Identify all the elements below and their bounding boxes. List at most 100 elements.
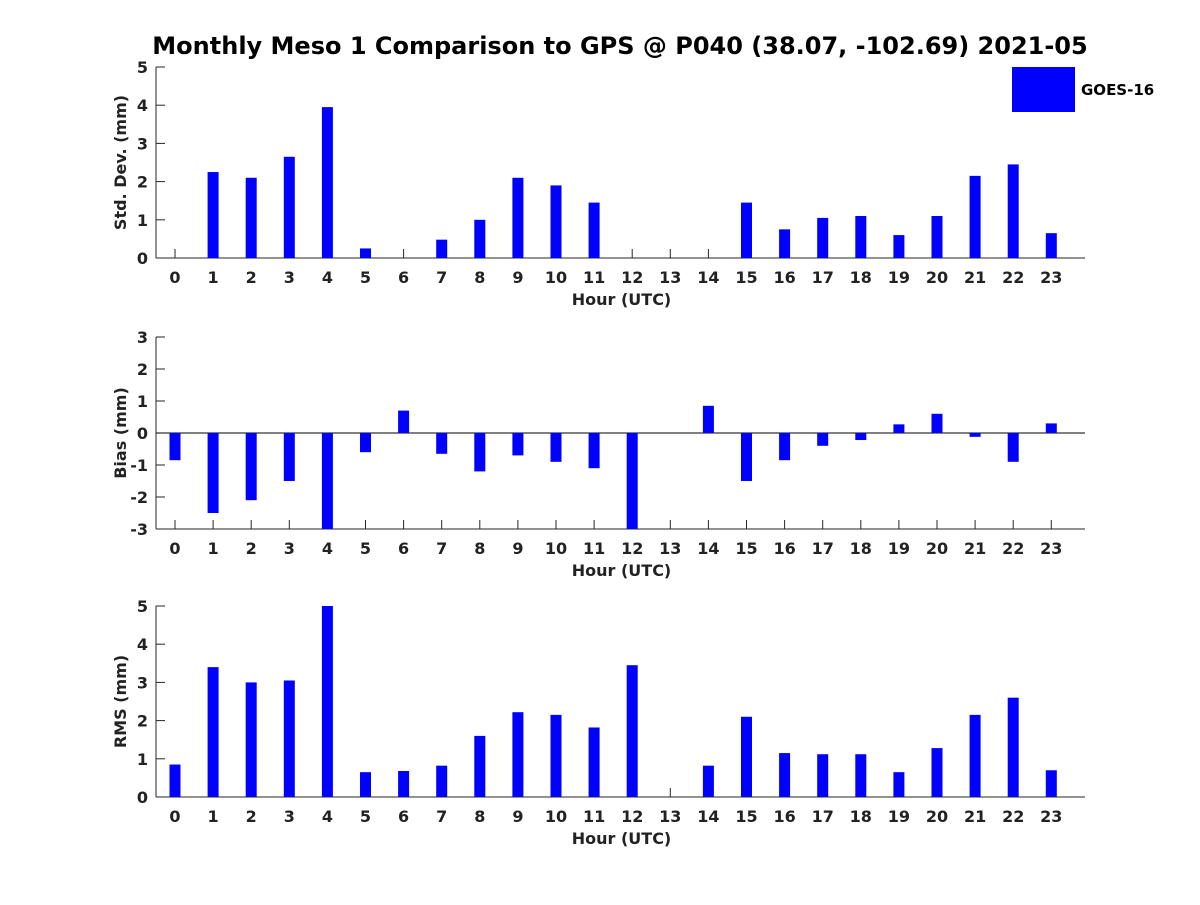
bar-hour-14 xyxy=(702,405,714,433)
x-tick-label: 4 xyxy=(322,268,333,287)
x-tick-label: 5 xyxy=(360,268,371,287)
x-axis-label: Hour (UTC) xyxy=(572,290,672,309)
bar-hour-3 xyxy=(283,156,295,258)
x-tick-label: 11 xyxy=(583,539,605,558)
bar-hour-3 xyxy=(283,433,295,481)
bar-hour-22 xyxy=(1007,164,1019,258)
x-tick-label: 19 xyxy=(888,539,910,558)
x-tick-label: 9 xyxy=(512,268,523,287)
bar-hour-17 xyxy=(817,433,829,446)
bar-hour-12 xyxy=(626,433,638,529)
x-tick-label: 22 xyxy=(1002,268,1024,287)
x-tick-label: 17 xyxy=(812,539,834,558)
bar-hour-18 xyxy=(855,215,867,258)
legend-label: GOES-16 xyxy=(1081,81,1154,99)
bar-hour-16 xyxy=(779,433,791,461)
bar-hour-7 xyxy=(436,239,448,258)
x-tick-label: 14 xyxy=(697,807,719,826)
bar-hour-3 xyxy=(283,680,295,797)
bar-hour-9 xyxy=(512,177,524,258)
y-tick-label: 1 xyxy=(137,750,148,769)
y-tick-label: 1 xyxy=(137,211,148,230)
bar-hour-1 xyxy=(207,172,219,258)
x-tick-label: 19 xyxy=(888,807,910,826)
y-axis-label: Bias (mm) xyxy=(111,387,130,479)
bar-hour-14 xyxy=(702,765,714,797)
bar-hour-16 xyxy=(779,229,791,258)
y-tick-label: 2 xyxy=(137,712,148,731)
y-tick-label: 3 xyxy=(137,328,148,347)
bar-hour-17 xyxy=(817,754,829,797)
x-tick-label: 6 xyxy=(398,268,409,287)
bar-hour-23 xyxy=(1045,770,1057,797)
x-tick-label: 7 xyxy=(436,807,447,826)
x-tick-label: 5 xyxy=(360,539,371,558)
bar-hour-1 xyxy=(207,667,219,797)
y-tick-label: 2 xyxy=(137,173,148,192)
x-tick-label: 12 xyxy=(621,268,643,287)
bar-hour-10 xyxy=(550,714,562,797)
y-tick-label: 0 xyxy=(137,424,148,443)
bar-hour-21 xyxy=(969,714,981,797)
x-tick-label: 23 xyxy=(1040,807,1062,826)
bar-hour-15 xyxy=(741,202,752,258)
chart-title: Monthly Meso 1 Comparison to GPS @ P040 … xyxy=(152,32,1087,60)
y-tick-label: -1 xyxy=(130,456,148,475)
x-tick-label: 15 xyxy=(735,268,757,287)
x-tick-label: 9 xyxy=(512,807,523,826)
x-tick-label: 3 xyxy=(284,539,295,558)
x-tick-label: 8 xyxy=(474,807,485,826)
bar-hour-4 xyxy=(321,606,333,797)
bar-hour-19 xyxy=(893,424,905,433)
bar-hour-11 xyxy=(588,433,600,469)
x-tick-label: 6 xyxy=(398,539,409,558)
x-tick-label: 23 xyxy=(1040,539,1062,558)
x-tick-label: 7 xyxy=(436,539,447,558)
x-tick-label: 10 xyxy=(545,807,567,826)
x-tick-label: 12 xyxy=(621,807,643,826)
x-tick-label: 13 xyxy=(659,539,681,558)
x-tick-label: 0 xyxy=(169,268,180,287)
bar-hour-2 xyxy=(245,682,257,797)
bar-hour-4 xyxy=(321,433,333,529)
x-tick-label: 0 xyxy=(169,539,180,558)
bar-hour-22 xyxy=(1007,697,1019,797)
y-tick-label: 3 xyxy=(137,673,148,692)
x-tick-label: 0 xyxy=(169,807,180,826)
x-tick-label: 21 xyxy=(964,807,986,826)
bar-hour-11 xyxy=(588,202,600,258)
x-tick-label: 1 xyxy=(208,268,219,287)
x-tick-label: 17 xyxy=(812,268,834,287)
legend: GOES-16 xyxy=(1012,67,1154,112)
bar-hour-7 xyxy=(436,433,448,454)
x-tick-label: 15 xyxy=(735,807,757,826)
y-tick-label: 2 xyxy=(137,360,148,379)
x-tick-label: 3 xyxy=(284,268,295,287)
x-tick-label: 22 xyxy=(1002,539,1024,558)
x-tick-label: 2 xyxy=(246,539,257,558)
bar-hour-19 xyxy=(893,235,905,258)
bar-hour-20 xyxy=(931,413,943,433)
x-tick-label: 20 xyxy=(926,807,948,826)
y-axis-label: Std. Dev. (mm) xyxy=(111,95,130,230)
bar-hour-7 xyxy=(436,765,448,797)
x-tick-label: 16 xyxy=(773,539,795,558)
x-tick-label: 13 xyxy=(659,268,681,287)
bar-hour-5 xyxy=(360,433,371,453)
bar-hour-5 xyxy=(360,248,371,258)
x-tick-label: 1 xyxy=(208,539,219,558)
bar-hour-0 xyxy=(169,433,181,461)
bar-hour-5 xyxy=(360,772,371,797)
bar-hour-8 xyxy=(474,219,486,258)
bar-hour-23 xyxy=(1045,423,1057,433)
bar-hour-20 xyxy=(931,215,943,258)
x-tick-label: 11 xyxy=(583,807,605,826)
x-tick-label: 2 xyxy=(246,268,257,287)
bar-hour-21 xyxy=(969,175,981,258)
x-tick-label: 20 xyxy=(926,539,948,558)
bar-hour-12 xyxy=(626,665,638,797)
